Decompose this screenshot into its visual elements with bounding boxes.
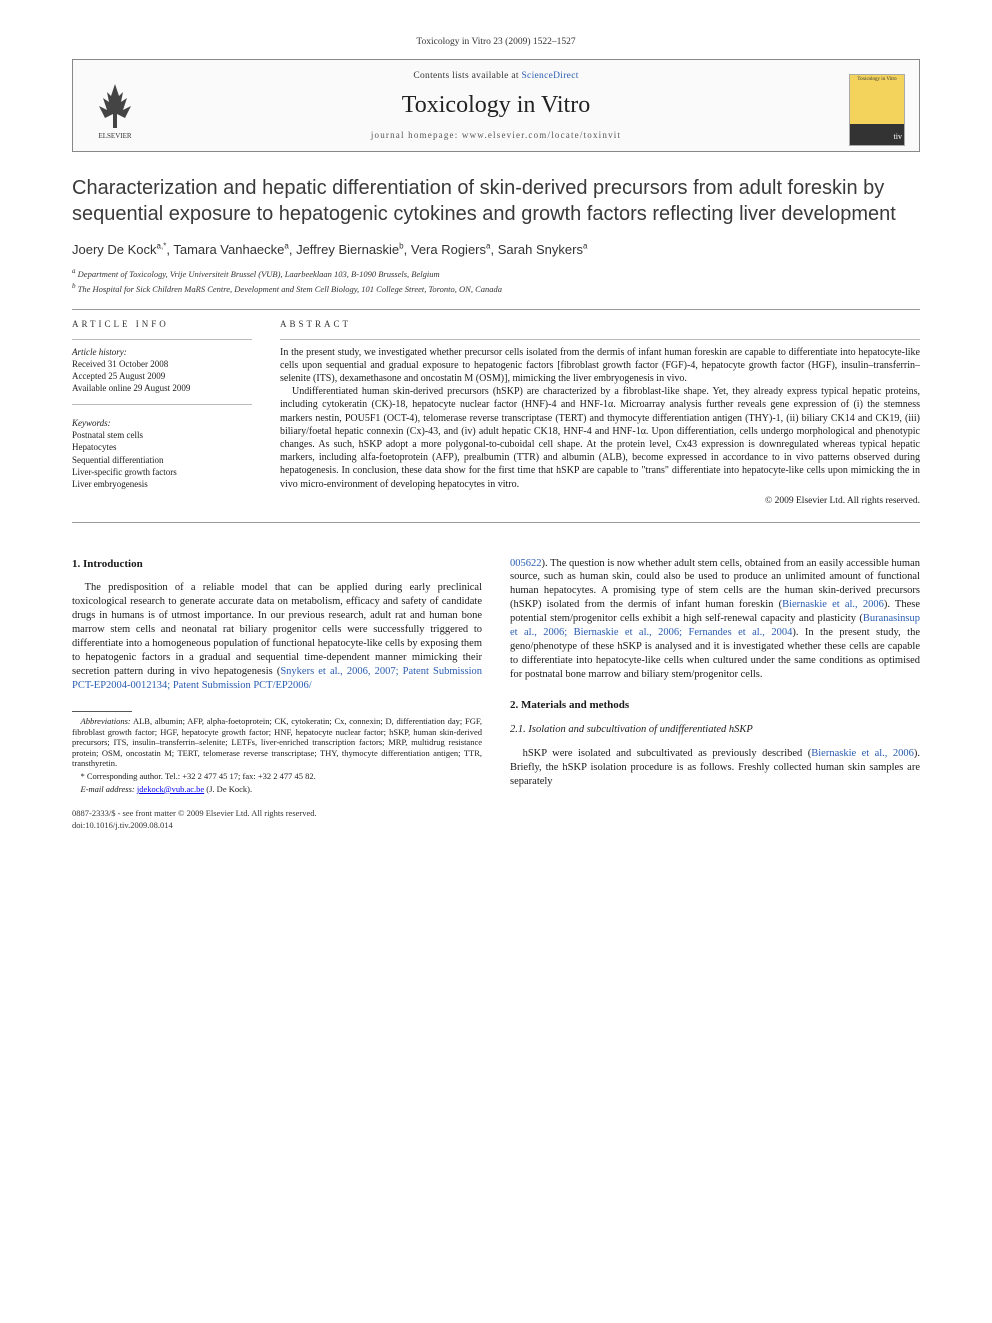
- sciencedirect-link[interactable]: ScienceDirect: [521, 71, 578, 81]
- cover-abbrev: tiv: [852, 132, 902, 143]
- contents-line: Contents lists available at ScienceDirec…: [163, 70, 829, 83]
- history-label: Article history:: [72, 346, 252, 358]
- elsevier-wordmark: ELSEVIER: [98, 132, 131, 140]
- author: Jeffrey Biernaskieb: [296, 242, 404, 257]
- abbrev-footnote: Abbreviations: ALB, albumin; AFP, alpha-…: [72, 716, 482, 769]
- author: Tamara Vanhaeckea: [173, 242, 289, 257]
- keyword: Postnatal stem cells: [72, 429, 252, 441]
- doi-line: doi:10.1016/j.tiv.2009.08.014: [72, 820, 317, 831]
- abstract-col: ABSTRACT In the present study, we invest…: [280, 318, 920, 507]
- history-line: Accepted 25 August 2009: [72, 370, 252, 382]
- abstract-head: ABSTRACT: [280, 318, 920, 330]
- article-title: Characterization and hepatic differentia…: [72, 176, 920, 227]
- author-aff: a: [284, 242, 288, 251]
- history-line: Received 31 October 2008: [72, 358, 252, 370]
- homepage-url: www.elsevier.com/locate/toxinvit: [462, 130, 621, 140]
- homepage-pre: journal homepage:: [371, 130, 462, 140]
- left-column: 1. Introduction The predisposition of a …: [72, 557, 482, 797]
- email-footnote: E-mail address: jdekock@vub.ac.be (J. De…: [72, 784, 482, 795]
- author-name: Joery De Kock: [72, 242, 157, 257]
- abstract-copyright: © 2009 Elsevier Ltd. All rights reserved…: [280, 495, 920, 508]
- rule: [72, 404, 252, 405]
- footnotes: Abbreviations: ALB, albumin; AFP, alpha-…: [72, 716, 482, 794]
- author: Sarah Snykersa: [498, 242, 588, 257]
- footer-left: 0887-2333/$ - see front matter © 2009 El…: [72, 808, 317, 831]
- abstract-para: In the present study, we investigated wh…: [280, 346, 920, 386]
- body-columns: 1. Introduction The predisposition of a …: [72, 557, 920, 797]
- keyword: Liver-specific growth factors: [72, 466, 252, 478]
- rule: [72, 339, 252, 340]
- author: Vera Rogiersa: [411, 242, 491, 257]
- keywords-label: Keywords:: [72, 417, 252, 429]
- history-line: Available online 29 August 2009: [72, 382, 252, 394]
- author-list: Joery De Kocka,*, Tamara Vanhaeckea, Jef…: [72, 241, 920, 259]
- body-para: 005622). The question is now whether adu…: [510, 557, 920, 683]
- section-heading: 1. Introduction: [72, 557, 482, 572]
- author-aff: a,*: [157, 242, 167, 251]
- article-info-head: ARTICLE INFO: [72, 318, 252, 330]
- journal-homepage: journal homepage: www.elsevier.com/locat…: [163, 129, 829, 141]
- front-matter-line: 0887-2333/$ - see front matter © 2009 El…: [72, 808, 317, 819]
- abstract-text: In the present study, we investigated wh…: [280, 346, 920, 491]
- author-name: Tamara Vanhaecke: [173, 242, 284, 257]
- author-aff: a: [583, 242, 587, 251]
- citation-link[interactable]: 005622: [510, 558, 542, 569]
- running-head: Toxicology in Vitro 23 (2009) 1522–1527: [72, 36, 920, 49]
- journal-cover-thumbnail: Toxicology in Vitro tiv: [849, 74, 905, 146]
- journal-name: Toxicology in Vitro: [163, 89, 829, 121]
- citation-link[interactable]: Biernaskie et al., 2006: [811, 748, 914, 759]
- rule: [280, 339, 920, 340]
- affiliation-a: a Department of Toxicology, Vrije Univer…: [72, 267, 920, 280]
- author-name: Jeffrey Biernaskie: [296, 242, 399, 257]
- elsevier-logo: ELSEVIER: [87, 78, 143, 140]
- citation-link[interactable]: Biernaskie et al., 2006: [782, 599, 884, 610]
- abstract-para: Undifferentiated human skin-derived prec…: [280, 385, 920, 491]
- subsection-heading: 2.1. Isolation and subcultivation of und…: [510, 723, 920, 737]
- author: Joery De Kocka,*: [72, 242, 166, 257]
- section-heading: 2. Materials and methods: [510, 698, 920, 713]
- author-aff: a: [486, 242, 490, 251]
- rule: [72, 309, 920, 310]
- footnote-rule: [72, 711, 132, 712]
- contents-pre: Contents lists available at: [413, 71, 521, 81]
- affiliation-b: b The Hospital for Sick Children MaRS Ce…: [72, 282, 920, 295]
- corresponding-footnote: * Corresponding author. Tel.: +32 2 477 …: [72, 771, 482, 782]
- keyword: Liver embryogenesis: [72, 478, 252, 490]
- cover-title: Toxicology in Vitro: [852, 77, 902, 84]
- email-link[interactable]: jdekock@vub.ac.be: [137, 784, 204, 794]
- info-abstract-row: ARTICLE INFO Article history: Received 3…: [72, 318, 920, 507]
- journal-banner: ELSEVIER Contents lists available at Sci…: [72, 59, 920, 152]
- keyword: Hepatocytes: [72, 441, 252, 453]
- author-aff: b: [399, 242, 403, 251]
- body-para: The predisposition of a reliable model t…: [72, 581, 482, 693]
- right-column: 005622). The question is now whether adu…: [510, 557, 920, 797]
- rule: [72, 522, 920, 523]
- author-name: Sarah Snykers: [498, 242, 583, 257]
- page-footer: 0887-2333/$ - see front matter © 2009 El…: [72, 808, 920, 831]
- author-name: Vera Rogiers: [411, 242, 486, 257]
- keyword: Sequential differentiation: [72, 454, 252, 466]
- article-info-col: ARTICLE INFO Article history: Received 3…: [72, 318, 252, 507]
- body-para: hSKP were isolated and subcultivated as …: [510, 747, 920, 789]
